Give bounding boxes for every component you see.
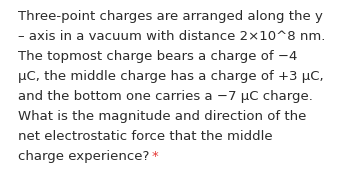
Text: *: * [151, 150, 158, 163]
Text: net electrostatic force that the middle: net electrostatic force that the middle [18, 130, 272, 143]
Text: – axis in a vacuum with distance 2×10^8 nm.: – axis in a vacuum with distance 2×10^8 … [18, 30, 325, 43]
Text: The topmost charge bears a charge of −4: The topmost charge bears a charge of −4 [18, 50, 298, 63]
Text: and the bottom one carries a −7 μC charge.: and the bottom one carries a −7 μC charg… [18, 90, 313, 103]
Text: charge experience?: charge experience? [18, 150, 149, 163]
Text: What is the magnitude and direction of the: What is the magnitude and direction of t… [18, 110, 306, 123]
Text: μC, the middle charge has a charge of +3 μC,: μC, the middle charge has a charge of +3… [18, 70, 324, 83]
Text: Three-point charges are arranged along the y: Three-point charges are arranged along t… [18, 10, 323, 23]
